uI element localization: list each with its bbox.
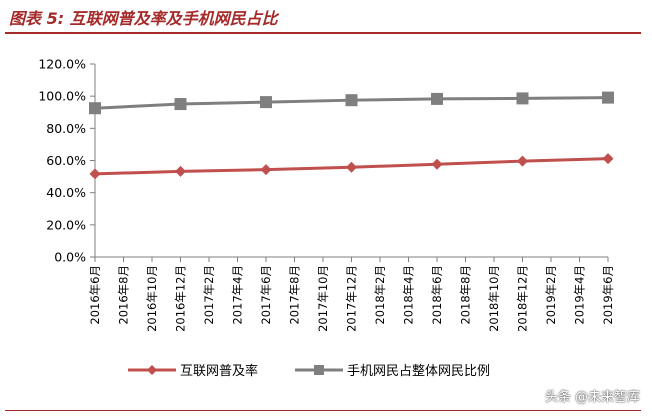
- legend-label: 互联网普及率: [180, 364, 259, 379]
- legend-item-internet-penetration: 互联网普及率: [128, 360, 258, 379]
- x-tick-label: 2017年8月: [288, 265, 302, 325]
- x-tick-label: 2018年4月: [402, 265, 416, 325]
- data-point-diamond: [89, 168, 101, 180]
- x-tick-label: 2018年12月: [516, 265, 530, 332]
- x-tick-label: 2016年10月: [145, 265, 159, 332]
- data-point-square: [602, 91, 614, 104]
- data-point-diamond: [517, 155, 528, 167]
- x-tick-label: 2017年6月: [259, 265, 273, 325]
- y-tick-label: 60.0%: [46, 153, 86, 168]
- legend-swatch-diamond: [128, 364, 176, 375]
- bottom-rule: [5, 410, 641, 411]
- data-point-square: [516, 92, 529, 105]
- data-point-diamond: [602, 153, 614, 165]
- watermark: 头条 @未来智库: [544, 390, 640, 405]
- legend-swatch-square: [295, 364, 343, 375]
- y-tick-label: 40.0%: [46, 185, 86, 200]
- y-tick-label: 80.0%: [46, 121, 86, 136]
- title-rule: [5, 32, 641, 34]
- figure-title: 图表 5: 互联网普及率及手机网民占比: [9, 9, 278, 28]
- x-tick-label: 2016年12月: [174, 265, 188, 332]
- x-tick-label: 2019年4月: [573, 265, 587, 325]
- x-tick-label: 2017年10月: [316, 265, 330, 332]
- data-point-square: [260, 96, 272, 109]
- data-point-diamond: [175, 165, 186, 177]
- legend-item-mobile-share: 手机网民占整体网民比例: [295, 360, 490, 379]
- x-tick-label: 2019年6月: [601, 265, 615, 325]
- x-tick-label: 2017年12月: [345, 265, 359, 332]
- y-tick-label: 120.0%: [38, 57, 86, 72]
- data-point-square: [89, 102, 101, 115]
- x-tick-label: 2018年6月: [430, 265, 444, 325]
- x-tick-label: 2017年2月: [202, 265, 216, 325]
- data-point-diamond: [346, 161, 357, 173]
- x-tick-label: 2018年2月: [373, 265, 387, 325]
- y-tick-label: 100.0%: [38, 89, 86, 104]
- x-tick-label: 2018年10月: [487, 265, 501, 332]
- data-point-square: [174, 98, 187, 111]
- data-point-diamond: [260, 164, 272, 176]
- legend-label: 手机网民占整体网民比例: [347, 364, 491, 379]
- y-tick-label: 0.0%: [54, 250, 86, 265]
- y-tick-label: 20.0%: [46, 217, 86, 232]
- legend: 互联网普及率 手机网民占整体网民比例: [0, 360, 652, 386]
- x-tick-label: 2017年4月: [231, 265, 245, 325]
- data-point-diamond: [431, 158, 443, 170]
- data-point-square: [345, 94, 358, 107]
- data-point-square: [431, 92, 443, 105]
- x-tick-label: 2016年6月: [88, 265, 102, 325]
- x-tick-label: 2019年2月: [544, 265, 558, 325]
- x-tick-label: 2018年8月: [459, 265, 473, 325]
- x-tick-label: 2016年8月: [117, 265, 131, 325]
